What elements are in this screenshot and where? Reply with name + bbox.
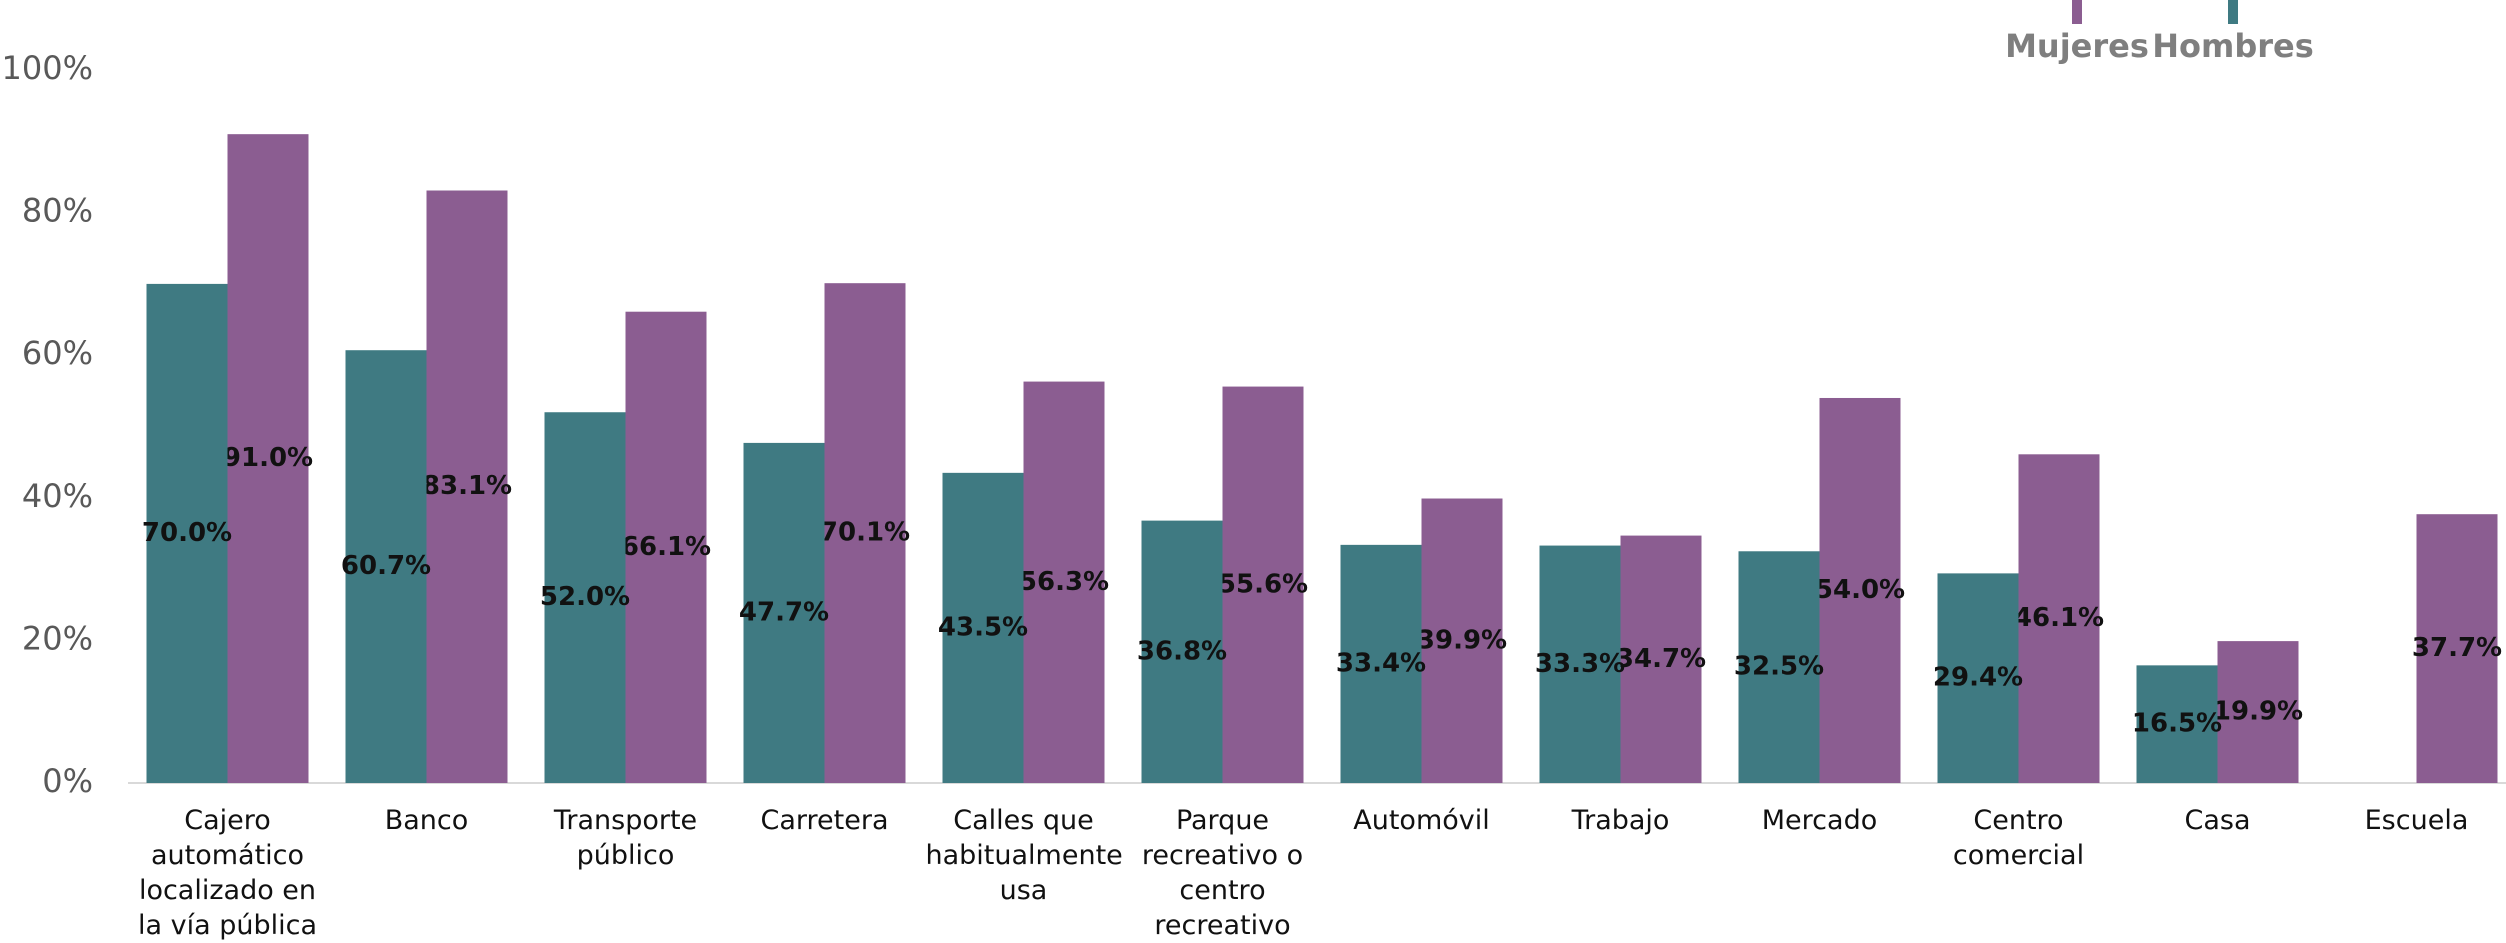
- x-tick-label: Trabajo: [1523, 803, 1719, 838]
- value-label: 19.9%: [2213, 697, 2303, 727]
- x-tick-label: Automóvil: [1324, 803, 1520, 838]
- legend-swatch: [2228, 0, 2238, 24]
- value-label: 33.3%: [1535, 649, 1625, 679]
- y-tick-label: 60%: [22, 334, 93, 372]
- x-tick-label: Banco: [329, 803, 525, 838]
- value-label: 55.6%: [1218, 569, 1308, 599]
- y-tick-label: 20%: [22, 619, 93, 657]
- value-label: 36.8%: [1137, 636, 1227, 666]
- value-label: 37.7%: [2412, 633, 2502, 663]
- chart-svg: 0% 20% 40% 60% 80% 100% 91.0% 70.0% 83.1% 60.7% 66…: [0, 0, 2506, 943]
- legend-label: Mujeres: [2005, 27, 2149, 65]
- y-tick-label: 0%: [42, 762, 93, 800]
- value-label: 29.4%: [1933, 663, 2023, 693]
- x-tick-label: Casa: [2120, 803, 2316, 838]
- x-tick-label: Parque recreativo o centro recreativo: [1125, 803, 1321, 943]
- value-label: 46.1%: [2014, 603, 2104, 633]
- value-label: 66.1%: [621, 532, 711, 562]
- x-tick-label: Cajero automático localizado en la vía p…: [130, 803, 326, 943]
- x-tick-label: Calles que habitualmente usa: [926, 803, 1122, 908]
- value-label: 60.7%: [341, 551, 431, 581]
- x-tick-label: Transporte público: [528, 803, 724, 873]
- value-label: 91.0%: [223, 443, 313, 473]
- value-label: 83.1%: [422, 471, 512, 501]
- value-label: 56.3%: [1019, 567, 1109, 597]
- value-label: 52.0%: [540, 582, 630, 612]
- y-tick-label: 80%: [22, 192, 93, 230]
- value-label: 34.7%: [1616, 644, 1706, 674]
- legend-swatch: [2072, 0, 2082, 24]
- value-label: 39.9%: [1417, 625, 1507, 655]
- value-label: 32.5%: [1734, 652, 1824, 682]
- value-label: 43.5%: [938, 612, 1028, 642]
- legend-label: Hombres: [2152, 27, 2314, 65]
- x-tick-label: Escuela: [2319, 803, 2506, 838]
- x-tick-label: Mercado: [1722, 803, 1918, 838]
- value-label: 70.1%: [820, 518, 910, 548]
- value-label: 47.7%: [739, 597, 829, 627]
- y-tick-label: 100%: [2, 49, 93, 87]
- value-label: 16.5%: [2132, 709, 2222, 739]
- value-label: 54.0%: [1815, 575, 1905, 605]
- value-label: 70.0%: [142, 518, 232, 548]
- value-label: 33.4%: [1336, 648, 1426, 678]
- x-tick-label: Carretera: [727, 803, 923, 838]
- y-tick-label: 40%: [22, 477, 93, 515]
- x-tick-label: Centro comercial: [1921, 803, 2117, 873]
- chart: 0% 20% 40% 60% 80% 100% 91.0% 70.0% 83.1% 60.7% 66…: [0, 0, 2506, 943]
